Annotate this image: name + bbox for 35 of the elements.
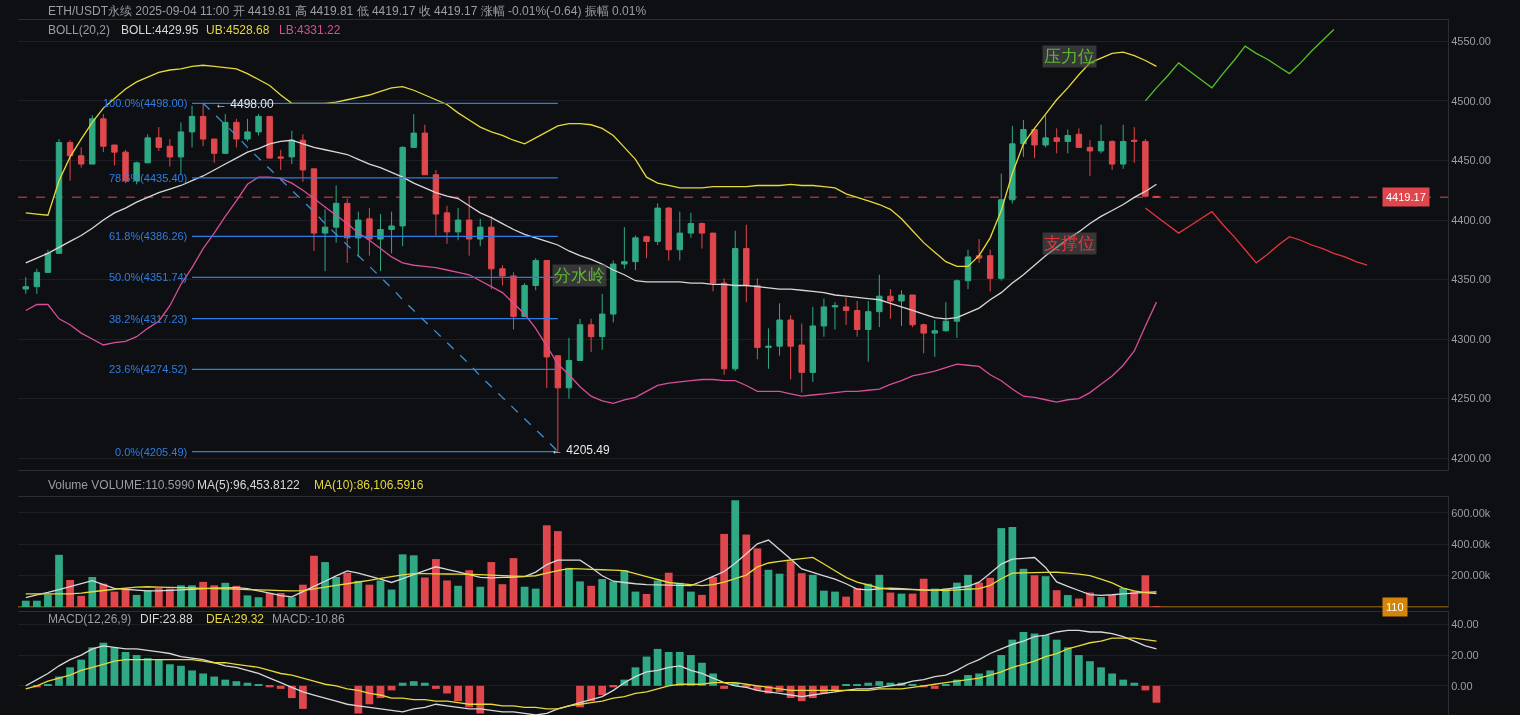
series-label: DIF:23.88	[140, 612, 194, 626]
annotation: 压力位	[1044, 47, 1095, 66]
y-tick-label: 4550.00	[1451, 35, 1491, 48]
text: MA(10):86,106.5916	[314, 478, 424, 492]
annotation: 支撑位	[1044, 234, 1095, 253]
chart-title: ETH/USDT永续 2025-09-04 11:00 开 4419.81 高 4419.81 低 4419.17 收 4419.17 涨幅 -0.01%(-0.64) 振幅 0.01%	[48, 4, 647, 18]
y-tick-label: 400.00k	[1451, 537, 1491, 550]
annotation: MACD:-10.86	[272, 612, 346, 626]
text: DEA:29.32	[206, 612, 265, 626]
ref-line-label: 4419.17	[1386, 191, 1426, 203]
chart-title: MACD(12,26,9)	[48, 612, 132, 626]
y-tick-label: 4200.00	[1451, 451, 1491, 464]
y-tick-label: 20.00	[1451, 648, 1479, 661]
y-tick-label: 4250.00	[1451, 392, 1491, 405]
series-label: 0.0%(4205.49)	[115, 446, 188, 458]
y-tick-label: 40.00	[1451, 618, 1479, 631]
y-tick-label: 200.00k	[1451, 569, 1491, 582]
annotation: 分水岭	[554, 266, 605, 285]
y-tick-label: 4300.00	[1451, 332, 1491, 345]
series-label: 61.8%(4386.26)	[109, 230, 188, 242]
chart-subtitle: BOLL(20,2)	[48, 23, 111, 37]
y-tick-label: 0.00	[1451, 679, 1473, 692]
y-tick-label: 4450.00	[1451, 154, 1491, 167]
series-label: 23.6%(4274.52)	[109, 363, 188, 375]
text: MA(5):96,453.8122	[197, 478, 301, 492]
y-tick-label: 4350.00	[1451, 273, 1491, 286]
y-tick-label: 4500.00	[1451, 94, 1491, 107]
chart-title: Volume VOLUME:110.5990	[48, 478, 195, 492]
text: UB:4528.68	[206, 23, 270, 37]
y-tick-label: 4400.00	[1451, 213, 1491, 226]
text: BOLL:4429.95	[121, 23, 199, 37]
ref-line-label: 110	[1386, 601, 1404, 613]
text: LB:4331.22	[279, 23, 341, 37]
y-tick-label: 600.00k	[1451, 506, 1491, 519]
series-label: 50.0%(4351.74)	[109, 271, 188, 283]
